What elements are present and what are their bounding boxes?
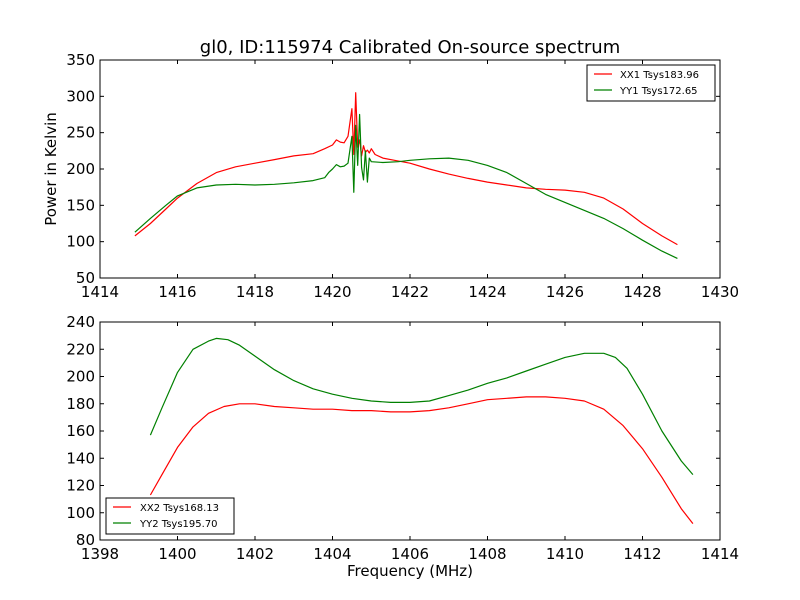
bottom-plot-x-tick-label: 1402 <box>236 545 274 563</box>
bottom-plot-x-tick-label: 1398 <box>81 545 119 563</box>
bottom-plot-y-tick-label: 80 <box>76 531 95 549</box>
bottom-plot-y-tick-label: 180 <box>66 395 95 413</box>
bottom-plot-x-tick-label: 1414 <box>701 545 739 563</box>
bottom-plot-y-tick-label: 140 <box>66 449 95 467</box>
bottom-plot-legend-box <box>105 497 235 535</box>
top-plot-y-tick-label: 200 <box>66 160 95 178</box>
top-plot-x-tick-label: 1420 <box>313 283 351 301</box>
top-plot-legend: XX1 Tsys183.96 YY1 Tsys172.65 <box>586 64 716 102</box>
top-plot-y-tick-label: 250 <box>66 124 95 142</box>
top-plot-x-tick-label: 1422 <box>391 283 429 301</box>
bottom-plot-x-tick-label: 1410 <box>546 545 584 563</box>
top-plot-legend-label-yy1: YY1 Tsys172.65 <box>619 86 698 97</box>
top-plot-legend-label-xx1: XX1 Tsys183.96 <box>620 70 699 81</box>
top-plot-legend-box <box>586 64 716 102</box>
bottom-plot-legend-label-yy2: YY2 Tsys195.70 <box>139 519 218 530</box>
bottom-plot-x-tick-label: 1406 <box>391 545 429 563</box>
bottom-plot-x-axis-label: Frequency (MHz) <box>347 562 473 580</box>
bottom-plot-legend-label-xx2: XX2 Tsys168.13 <box>140 503 219 514</box>
top-plot-title: gl0, ID:115974 Calibrated On-source spec… <box>200 37 620 58</box>
bottom-plot-y-tick-label: 240 <box>66 313 95 331</box>
bottom-plot-series <box>149 337 694 524</box>
bottom-plot-frame <box>99 321 721 541</box>
top-plot-y-tick-label: 300 <box>66 87 95 105</box>
bottom-plot-legend: XX2 Tsys168.13 YY2 Tsys195.70 <box>105 497 235 535</box>
bottom-plot-y-tick-label: 120 <box>66 477 95 495</box>
bottom-plot-series-line-xx <box>149 396 694 524</box>
top-plot-y-tick-label: 50 <box>76 269 95 287</box>
bottom-plot: Frequency (MHz) 1398 1400 1402 1404 1406 1408… <box>66 313 739 580</box>
bottom-plot-ticks: 1398 1400 1402 1404 1406 1408 1410 1412 1414 80 10… <box>66 313 739 563</box>
top-plot-x-tick-label: 1426 <box>546 283 584 301</box>
bottom-plot-x-tick-label: 1408 <box>468 545 506 563</box>
top-plot-x-tick-label: 1418 <box>236 283 274 301</box>
top-plot-x-tick-label: 1430 <box>701 283 739 301</box>
bottom-plot-y-tick-label: 100 <box>66 504 95 522</box>
top-plot-x-tick-label: 1416 <box>158 283 196 301</box>
top-plot-ticks: 1414 1416 1418 1420 1422 1424 1426 1428 1430 50 10… <box>66 51 739 301</box>
top-plot-frame <box>99 59 721 279</box>
bottom-plot-y-tick-label: 220 <box>66 340 95 358</box>
bottom-plot-x-tick-label: 1400 <box>158 545 196 563</box>
bottom-plot-series-line-yy <box>149 337 694 475</box>
top-plot: gl0, ID:115974 Calibrated On-source spec… <box>42 37 739 301</box>
top-plot-series <box>134 92 678 259</box>
bottom-plot-x-tick-label: 1404 <box>313 545 351 563</box>
top-plot-x-tick-label: 1428 <box>623 283 661 301</box>
bottom-plot-x-tick-label: 1412 <box>623 545 661 563</box>
top-plot-y-tick-label: 100 <box>66 233 95 251</box>
top-plot-x-tick-label: 1414 <box>81 283 119 301</box>
top-plot-y-tick-label: 150 <box>66 196 95 214</box>
top-plot-y-axis-label: Power in Kelvin <box>42 112 60 226</box>
top-plot-y-tick-label: 350 <box>66 51 95 69</box>
top-plot-series-line-yy <box>134 113 678 259</box>
bottom-plot-y-tick-label: 160 <box>66 422 95 440</box>
bottom-plot-y-tick-label: 200 <box>66 368 95 386</box>
top-plot-x-tick-label: 1424 <box>468 283 506 301</box>
